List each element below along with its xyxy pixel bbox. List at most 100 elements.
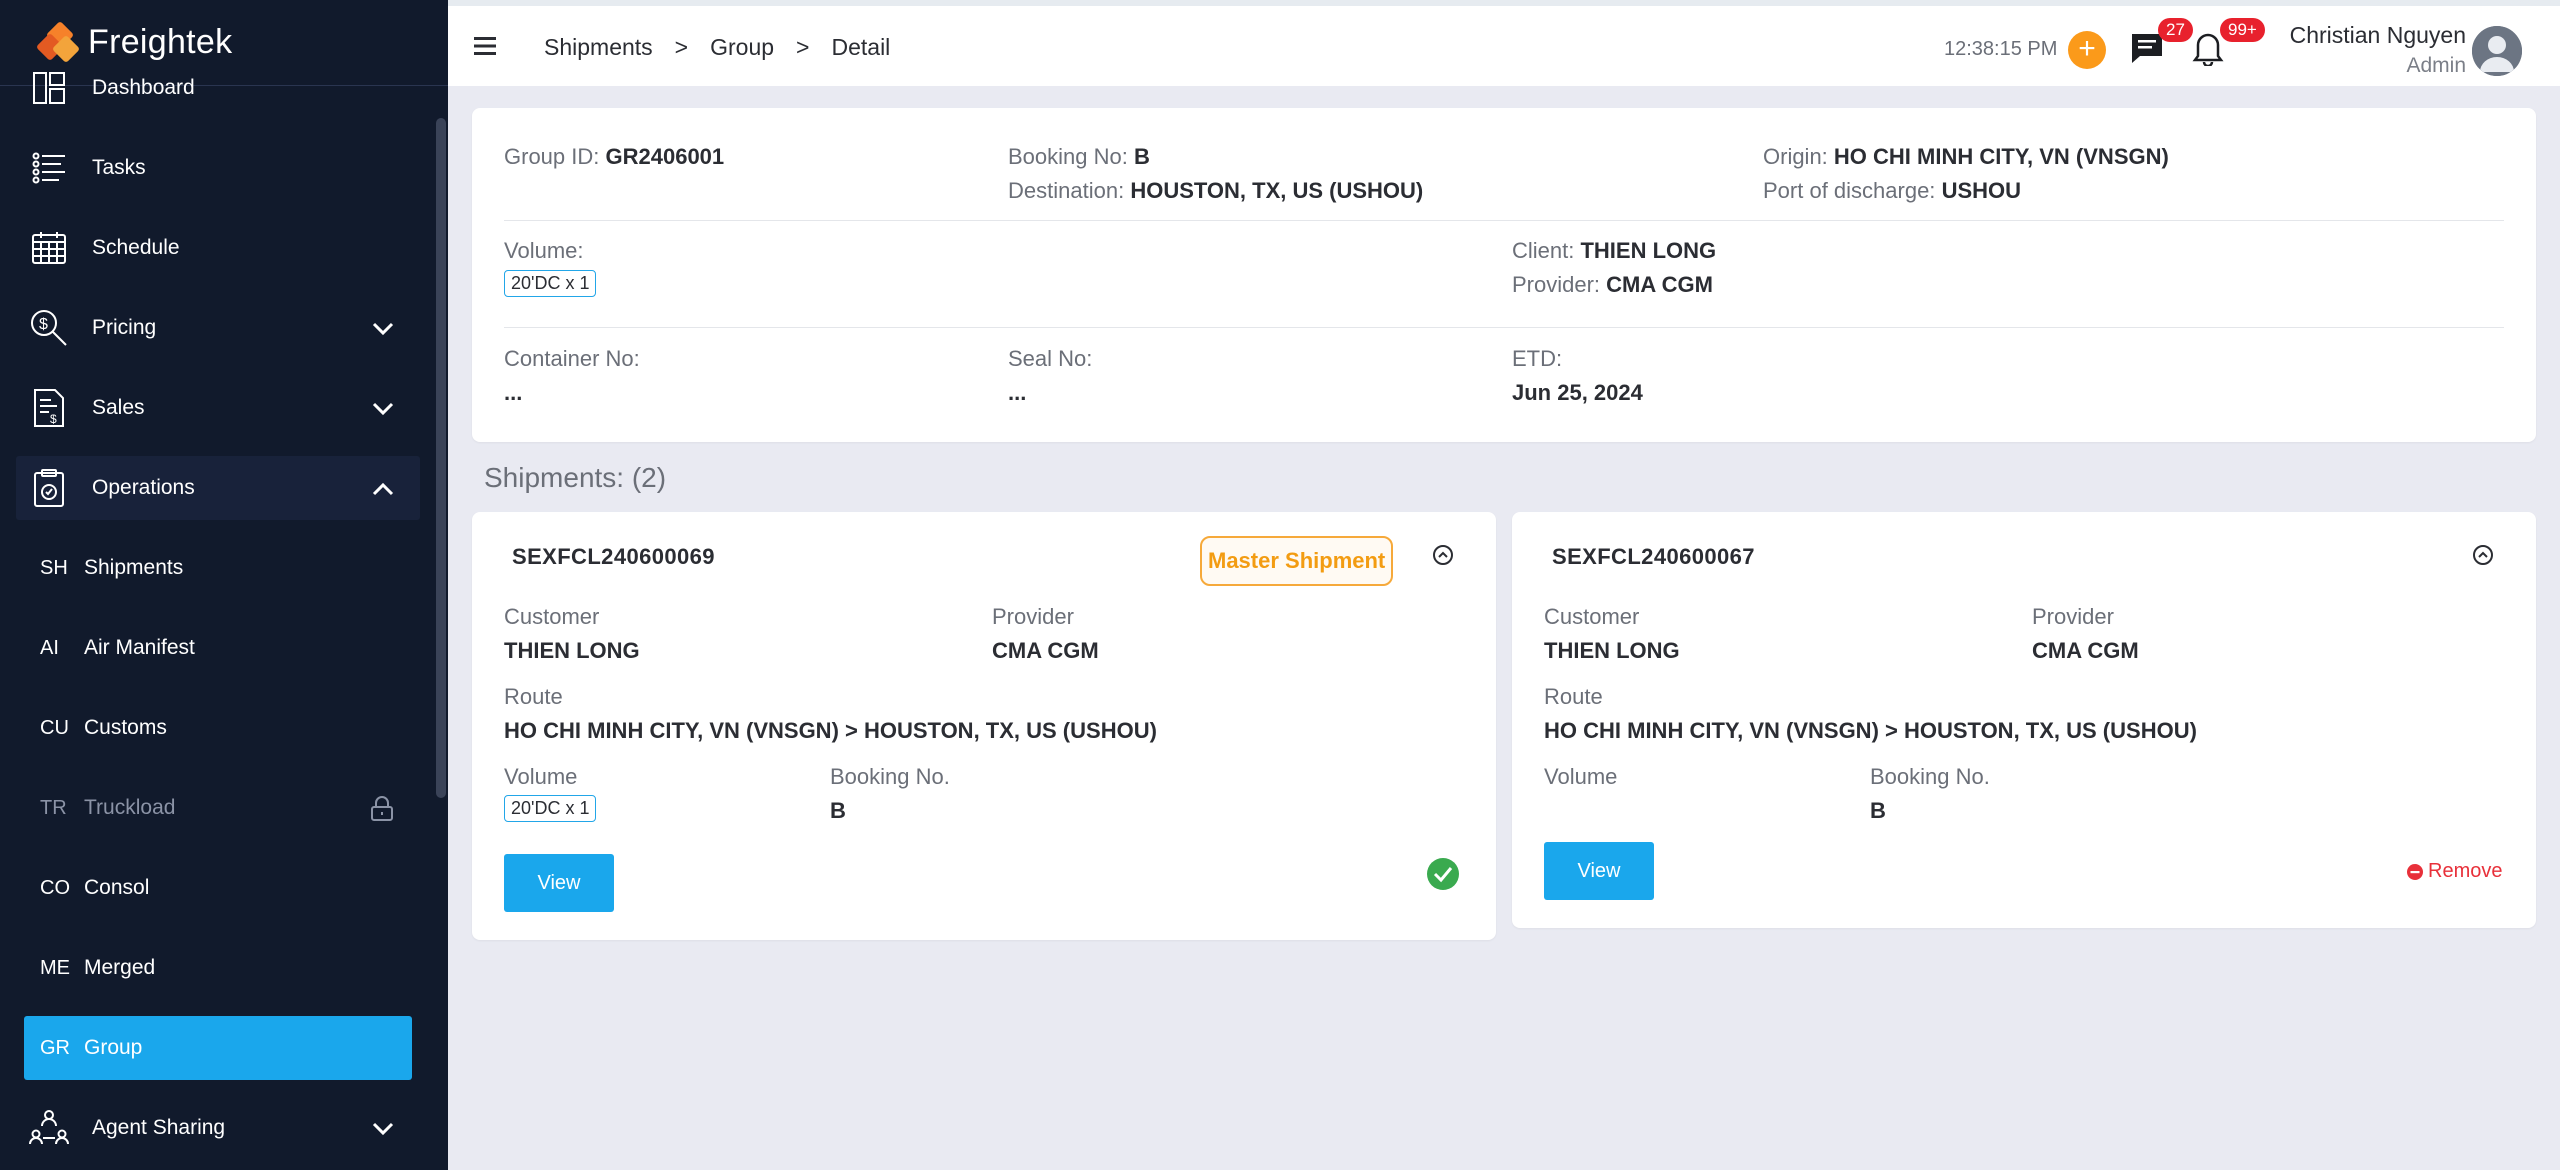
booking-label: Booking No: xyxy=(1008,144,1128,169)
route-value: HO CHI MINH CITY, VN (VNSGN) > HOUSTON, … xyxy=(1544,718,2197,743)
customer-value: THIEN LONG xyxy=(504,638,640,663)
sidebar: Freightek Dashboard Tasks Schedule $ xyxy=(0,0,448,1170)
sidebar-item-label: Agent Sharing xyxy=(92,1116,226,1139)
provider-label: Provider: xyxy=(1512,272,1601,297)
shipment-id[interactable]: SEXFCL240600069 xyxy=(512,544,715,569)
chevron-down-icon xyxy=(372,398,394,422)
sidebar-item-label: Tasks xyxy=(92,156,146,179)
user-name[interactable]: Christian Nguyen xyxy=(2289,22,2466,48)
sidebar-subitem-group[interactable]: GR Group xyxy=(24,1016,412,1080)
avatar[interactable] xyxy=(2472,26,2522,76)
topbar: Shipments > Group > Detail 12:38:15 PM +… xyxy=(448,0,2560,86)
seal-value: ... xyxy=(1008,380,1027,405)
subitem-abbr: SH xyxy=(40,556,68,579)
subitem-abbr: CO xyxy=(40,876,70,899)
origin-field: Origin: HO CHI MINH CITY, VN (VNSGN) xyxy=(1763,144,2169,170)
breadcrumb-shipments[interactable]: Shipments xyxy=(544,34,653,60)
chevron-down-icon xyxy=(372,1118,394,1142)
shipments-count-title: Shipments: (2) xyxy=(484,462,667,493)
sidebar-item-label: Schedule xyxy=(92,236,180,259)
sidebar-item-tasks[interactable]: Tasks xyxy=(16,136,420,200)
menu-hamburger-icon[interactable] xyxy=(474,36,496,61)
sidebar-subitem-shipments[interactable]: SH Shipments xyxy=(24,538,412,598)
sidebar-subitem-merged[interactable]: ME Merged xyxy=(24,938,412,998)
user-role: Admin xyxy=(2406,54,2466,77)
provider-value: CMA CGM xyxy=(992,638,1099,663)
booking-value: B xyxy=(830,798,846,823)
shipment-card: SEXFCL240600069 Master Shipment Customer… xyxy=(472,512,1496,940)
shipment-card: SEXFCL240600067 Customer THIEN LONG Prov… xyxy=(1512,512,2536,928)
tasks-icon xyxy=(28,147,70,189)
sidebar-subitem-truckload[interactable]: TR Truckload xyxy=(24,778,412,838)
brand[interactable]: Freightek xyxy=(0,0,448,86)
chevron-down-icon xyxy=(372,318,394,342)
chevron-up-icon xyxy=(372,478,394,502)
messages-icon[interactable] xyxy=(2130,32,2164,69)
sidebar-item-sales[interactable]: $ Sales xyxy=(16,376,420,440)
add-plus-button[interactable]: + xyxy=(2068,31,2106,69)
sales-document-icon: $ xyxy=(28,387,70,429)
volume-label: Volume xyxy=(504,764,578,789)
volume-field: 20'DC x 1 xyxy=(504,794,597,822)
destination-field: Destination: HOUSTON, TX, US (USHOU) xyxy=(1008,178,1423,204)
shipment-id[interactable]: SEXFCL240600067 xyxy=(1552,544,1755,569)
breadcrumb-separator: > xyxy=(674,34,689,60)
sidebar-subitem-air-manifest[interactable]: AI Air Manifest xyxy=(24,618,412,678)
client-value: THIEN LONG xyxy=(1580,238,1717,263)
breadcrumb: Shipments > Group > Detail xyxy=(544,34,890,61)
subitem-abbr: TR xyxy=(40,796,67,819)
calendar-icon xyxy=(28,227,70,269)
subitem-label: Consol xyxy=(84,876,150,899)
client-field: Client: THIEN LONG xyxy=(1512,238,1716,264)
etd-field: ETD: Jun 25, 2024 xyxy=(1512,346,1643,406)
seal-label: Seal No: xyxy=(1008,346,1093,371)
sidebar-item-agent-sharing[interactable]: Agent Sharing xyxy=(16,1096,420,1160)
destination-label: Destination: xyxy=(1008,178,1125,203)
messages-badge: 27 xyxy=(2158,18,2193,42)
subitem-abbr: AI xyxy=(40,636,59,659)
customer-value: THIEN LONG xyxy=(1544,638,1680,663)
remove-label: Remove xyxy=(2428,860,2503,882)
group-summary-card: Group ID: GR2406001 Booking No: B Destin… xyxy=(472,108,2536,442)
sidebar-item-operations[interactable]: Operations xyxy=(16,456,420,520)
customer-label: Customer xyxy=(1544,604,1640,629)
sidebar-item-dashboard[interactable]: Dashboard xyxy=(16,56,420,120)
subitem-label: Merged xyxy=(84,956,156,979)
volume-label: Volume: xyxy=(504,238,584,263)
route-label: Route xyxy=(1544,684,1603,709)
svg-text:$: $ xyxy=(39,316,48,333)
breadcrumb-group[interactable]: Group xyxy=(710,34,775,60)
volume-tag: 20'DC x 1 xyxy=(504,795,597,822)
divider xyxy=(504,220,2504,221)
subitem-label: Group xyxy=(84,1036,143,1059)
minus-circle-icon xyxy=(2407,863,2423,880)
sidebar-item-schedule[interactable]: Schedule xyxy=(16,216,420,280)
breadcrumb-separator: > xyxy=(796,34,810,60)
subitem-label: Air Manifest xyxy=(84,636,195,659)
provider-value: CMA CGM xyxy=(1606,272,1713,297)
origin-label: Origin: xyxy=(1763,144,1828,169)
container-label: Container No: xyxy=(504,346,640,371)
collapse-chevron-icon[interactable] xyxy=(1432,544,1454,571)
svg-text:$: $ xyxy=(50,412,57,426)
pod-label: Port of discharge: xyxy=(1763,178,1936,203)
lock-icon xyxy=(370,796,394,828)
booking-field: Booking No: B xyxy=(1008,144,1150,170)
group-id-value: GR2406001 xyxy=(605,144,725,169)
view-button[interactable]: View xyxy=(1544,842,1654,900)
group-id-label: Group ID: xyxy=(504,144,600,169)
sidebar-subitem-customs[interactable]: CU Customs xyxy=(24,698,412,758)
remove-link[interactable]: Remove xyxy=(2406,860,2502,883)
brand-name: Freightek xyxy=(88,23,233,61)
notifications-bell-icon[interactable] xyxy=(2192,30,2224,71)
sidebar-item-pricing[interactable]: $ Pricing xyxy=(16,296,420,360)
view-button[interactable]: View xyxy=(504,854,614,912)
provider-label: Provider xyxy=(992,604,1074,629)
sidebar-item-label: Pricing xyxy=(92,316,157,339)
destination-value: HOUSTON, TX, US (USHOU) xyxy=(1130,178,1424,203)
provider-value: CMA CGM xyxy=(2032,638,2139,663)
sidebar-subitem-consol[interactable]: CO Consol xyxy=(24,858,412,918)
volume-field: Volume: 20'DC x 1 xyxy=(504,238,597,297)
sidebar-scrollbar[interactable] xyxy=(436,118,446,798)
collapse-chevron-icon[interactable] xyxy=(2472,544,2494,571)
